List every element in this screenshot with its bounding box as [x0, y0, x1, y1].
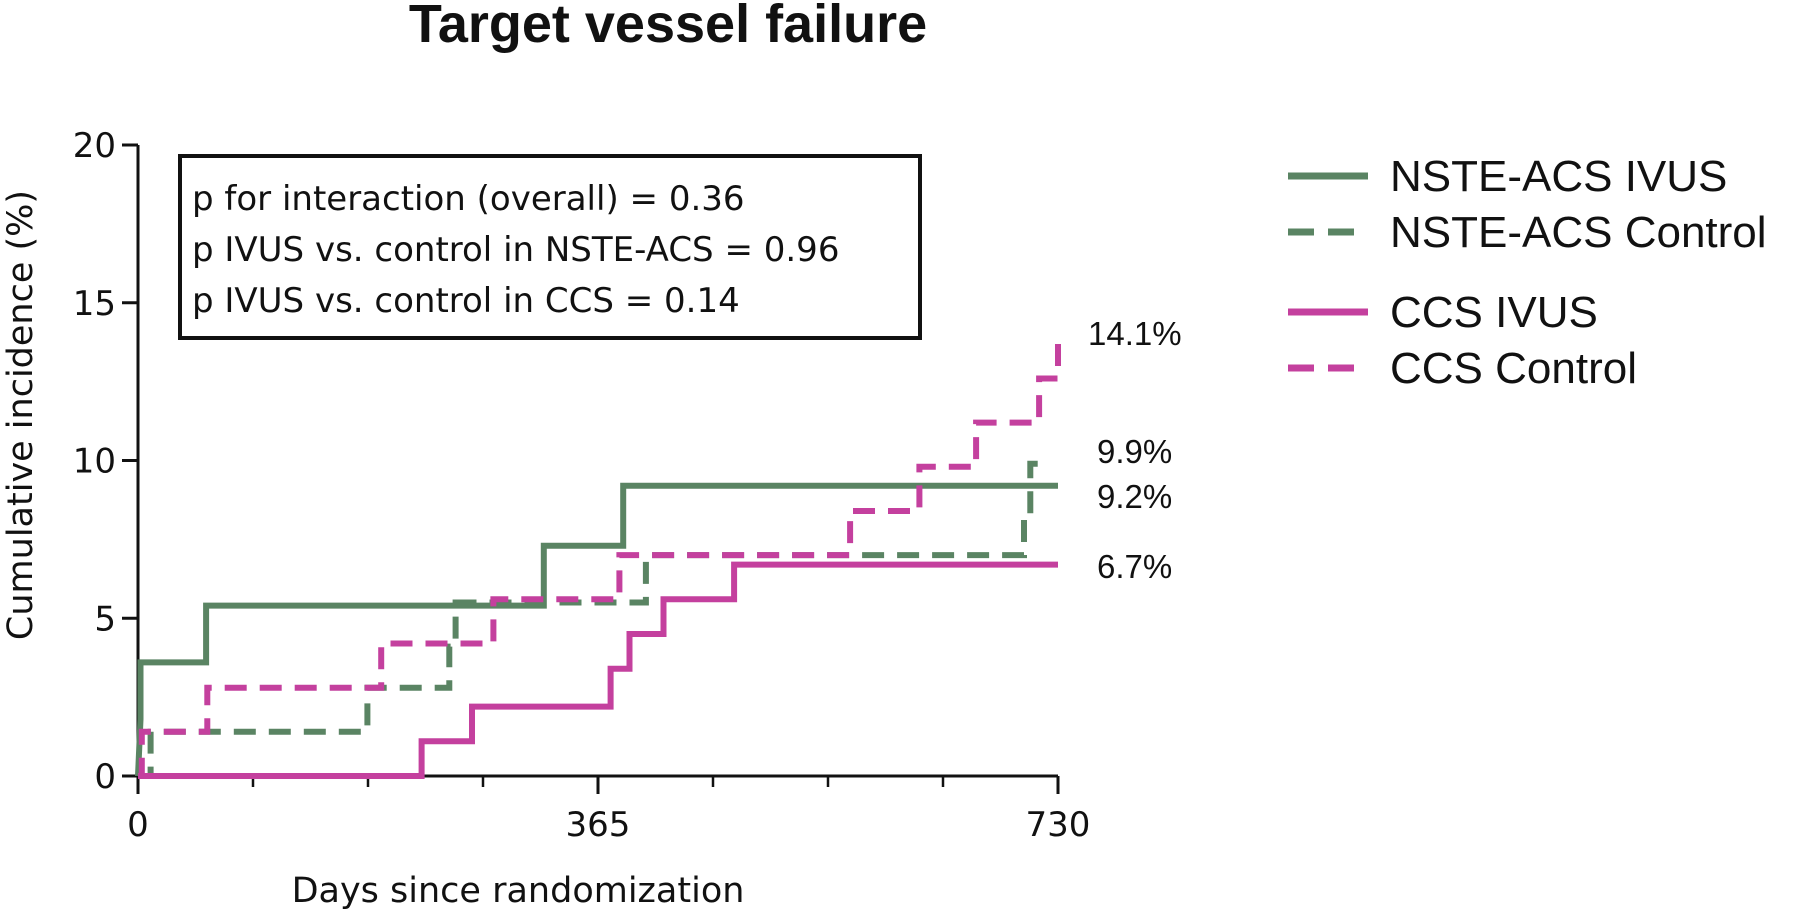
end-value-label: 6.7% [1097, 548, 1172, 585]
legend-label: CCS IVUS [1390, 288, 1598, 337]
series-line-nste-acs-ivus [135, 482, 1058, 777]
x-tick-label: 0 [127, 805, 149, 845]
annotation-line: p IVUS vs. control in NSTE-ACS = 0.96 [192, 230, 839, 270]
x-tick-label: 365 [566, 805, 631, 845]
legend-label: NSTE-ACS Control [1390, 208, 1767, 257]
end-labels: 9.2% 9.9% 6.7% 14.1% [1088, 315, 1182, 585]
series-line-nste-acs-control [138, 460, 1043, 779]
series-line-ccs-control [138, 331, 1061, 779]
annotation-box: p for interaction (overall) = 0.36 p IVU… [178, 154, 922, 340]
y-tick-label: 15 [73, 284, 116, 324]
annotation-line: p for interaction (overall) = 0.36 [192, 179, 745, 219]
legend-label: CCS Control [1390, 344, 1637, 393]
end-value-label: 9.2% [1097, 478, 1172, 515]
end-value-label: 14.1% [1088, 315, 1182, 352]
series-layer [135, 331, 1061, 779]
chart-title: Target vessel failure [409, 0, 927, 54]
x-axis-label: Days since randomization [292, 871, 745, 911]
y-axis-label: Cumulative incidence (%) [1, 190, 41, 640]
annotation-box-border [178, 154, 922, 340]
y-tick-label: 10 [73, 442, 116, 482]
y-tick-label: 20 [73, 126, 116, 166]
axes: 0 5 10 15 20 0 365 730 [73, 126, 1091, 845]
x-tick-label: 730 [1026, 805, 1091, 845]
legend: NSTE-ACS IVUS NSTE-ACS Control CCS IVUS CCS… [1288, 152, 1767, 393]
series-line-ccs-ivus [138, 561, 1058, 779]
end-value-label: 9.9% [1097, 433, 1172, 470]
annotation-line: p IVUS vs. control in CCS = 0.14 [192, 281, 740, 321]
legend-label: NSTE-ACS IVUS [1390, 152, 1727, 201]
y-tick-label: 5 [94, 599, 116, 639]
y-tick-label: 0 [94, 757, 116, 797]
